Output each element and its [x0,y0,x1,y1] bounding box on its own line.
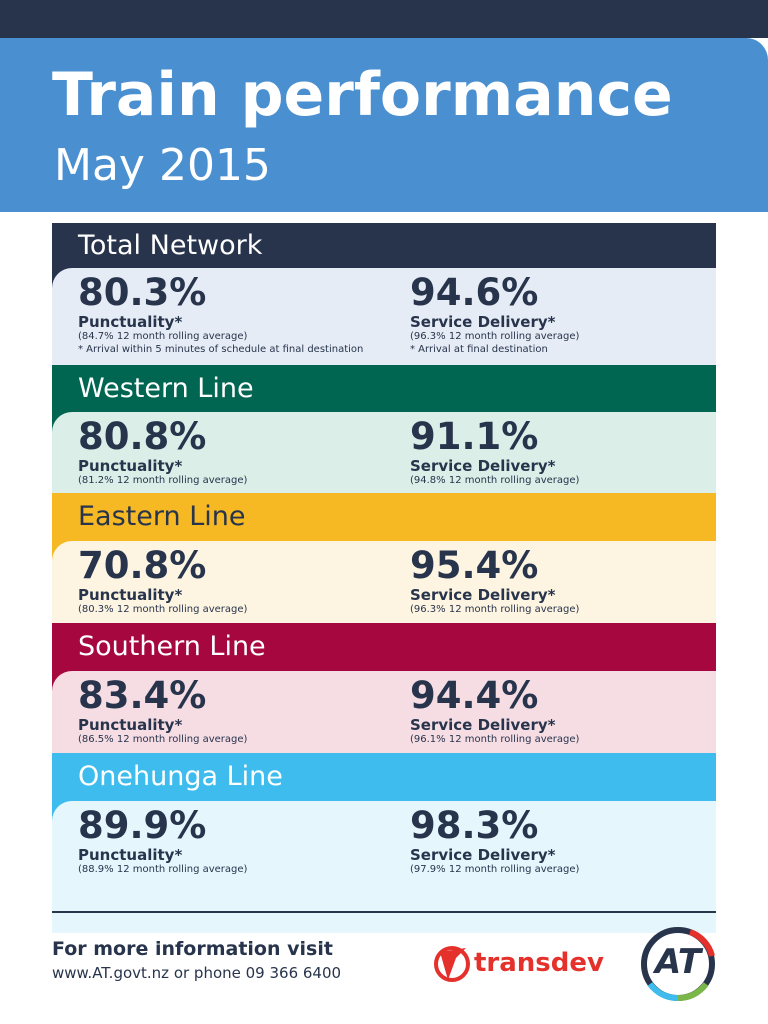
metric-label: Punctuality* [78,586,183,604]
at-logo: AT [654,942,702,982]
rolling-average: (97.9% 12 month rolling average) [410,864,580,875]
rolling-average: (96.1% 12 month rolling average) [410,734,580,745]
metric-value: 94.6% [410,271,539,314]
at-logo-ring [641,927,715,1002]
punctuality-block: 70.8% Punctuality* (80.3% 12 month rolling… [78,545,247,616]
footer-heading: For more information visit [52,938,333,960]
service-delivery-block: 94.6% Service Delivery* (96.3% 12 month ro… [410,272,579,356]
section-body: 70.8% Punctuality* (80.3% 12 month rolling… [52,541,716,623]
footnote: * Arrival at final destination [410,344,548,355]
punctuality-block: 83.4% Punctuality* (86.5% 12 month rolling… [78,675,247,746]
metric-value: 80.3% [78,271,207,314]
rolling-average: (96.3% 12 month rolling average) [410,604,580,615]
section-body: 80.8% Punctuality* (81.2% 12 month rolling… [52,412,716,493]
top-bar [0,0,768,38]
footer-contact: www.AT.govt.nz or phone 09 366 6400 [52,964,342,982]
section-name: Western Line [78,373,254,404]
header-panel [0,38,768,212]
metric-label: Punctuality* [78,313,183,331]
metric-value: 80.8% [78,415,207,458]
punctuality-block: 89.9% Punctuality* (88.9% 12 month rolling… [78,805,247,876]
metric-label: Service Delivery* [410,457,556,475]
service-delivery-block: 95.4% Service Delivery* (96.3% 12 month ro… [410,545,579,616]
service-delivery-block: 94.4% Service Delivery* (96.1% 12 month ro… [410,675,579,746]
metric-label: Service Delivery* [410,716,556,734]
section-name: Onehunga Line [78,761,283,792]
rolling-average: (96.3% 12 month rolling average) [410,331,580,342]
metric-value: 98.3% [410,804,539,847]
title: Train performance [52,60,673,130]
rolling-average: (86.5% 12 month rolling average) [78,734,248,745]
subtitle: May 2015 [54,140,271,191]
section-body: 83.4% Punctuality* (86.5% 12 month rolling… [52,671,716,753]
section-body: 89.9% Punctuality* (88.9% 12 month rolling… [52,801,716,933]
metric-label: Punctuality* [78,716,183,734]
service-delivery-block: 98.3% Service Delivery* (97.9% 12 month ro… [410,805,579,876]
service-delivery-block: 91.1% Service Delivery* (94.8% 12 month ro… [410,416,579,487]
metric-label: Service Delivery* [410,846,556,864]
metric-value: 91.1% [410,415,539,458]
section-name: Eastern Line [78,501,246,532]
rolling-average: (88.9% 12 month rolling average) [78,864,248,875]
transdev-icon [434,946,470,982]
section-body: 80.3% Punctuality* (84.7% 12 month rolling… [52,268,716,365]
metric-value: 83.4% [78,674,207,717]
metric-value: 89.9% [78,804,207,847]
punctuality-block: 80.8% Punctuality* (81.2% 12 month rolling… [78,416,247,487]
punctuality-block: 80.3% Punctuality* (84.7% 12 month rolling… [78,272,363,356]
rolling-average: (81.2% 12 month rolling average) [78,475,248,486]
metric-label: Punctuality* [78,457,183,475]
rolling-average: (94.8% 12 month rolling average) [410,475,580,486]
section-name: Southern Line [78,631,266,662]
metric-label: Service Delivery* [410,313,556,331]
metric-value: 94.4% [410,674,539,717]
transdev-logo: transdev [474,948,604,978]
rolling-average: (84.7% 12 month rolling average) [78,331,248,342]
rolling-average: (80.3% 12 month rolling average) [78,604,248,615]
metric-value: 95.4% [410,544,539,587]
metric-value: 70.8% [78,544,207,587]
section-name: Total Network [78,230,263,261]
footnote: * Arrival within 5 minutes of schedule a… [78,344,364,355]
metric-label: Punctuality* [78,846,183,864]
metric-label: Service Delivery* [410,586,556,604]
divider [52,911,716,913]
